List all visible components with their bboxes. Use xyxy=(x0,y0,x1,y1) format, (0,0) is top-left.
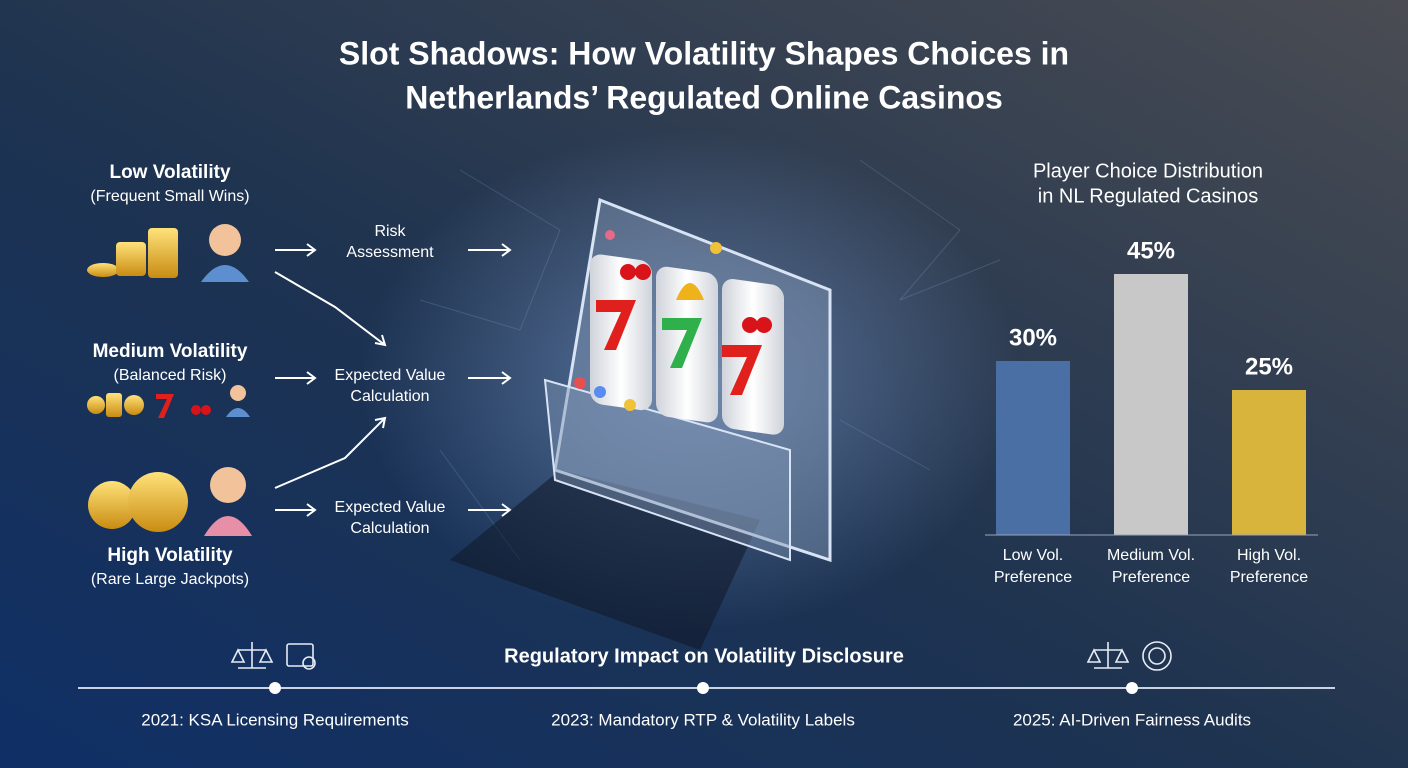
volatility-heading: High Volatility xyxy=(107,545,233,566)
regulation-icons xyxy=(230,641,1172,671)
timeline-event: 2025: AI-Driven Fairness Audits xyxy=(1013,710,1251,729)
volatility-subtitle: (Balanced Risk) xyxy=(114,367,227,384)
x-tick-label: High Vol. Preference xyxy=(1230,547,1308,586)
flow-label: Calculation xyxy=(350,388,429,405)
bar-value-label: 45% xyxy=(1127,237,1175,264)
bar-value-label: 25% xyxy=(1245,353,1293,380)
network-lines xyxy=(419,159,1001,561)
flow-label: Risk xyxy=(374,223,406,240)
bar-value-label: 30% xyxy=(1009,324,1057,351)
x-tick-label: Medium Vol. Preference xyxy=(1107,547,1195,586)
bar xyxy=(1232,390,1306,535)
medium-icons xyxy=(87,385,250,418)
flow-label: Assessment xyxy=(346,244,434,261)
chart-title: Player Choice Distribution xyxy=(1033,160,1263,182)
flow-label: Calculation xyxy=(350,520,429,537)
timeline-dot xyxy=(1126,682,1138,694)
bar xyxy=(996,361,1070,535)
volatility-heading: Low Volatility xyxy=(109,162,230,183)
bar xyxy=(1114,274,1188,535)
volatility-heading: Medium Volatility xyxy=(93,341,248,362)
coin-stack-icon xyxy=(87,228,178,278)
page-title: Slot Shadows: How Volatility Shapes Choi… xyxy=(339,35,1069,71)
page-title: Netherlands’ Regulated Online Casinos xyxy=(405,79,1002,115)
slot-machine xyxy=(450,197,832,650)
flow-arrows xyxy=(274,243,512,517)
chart-title: in NL Regulated Casinos xyxy=(1038,185,1259,207)
high-icons xyxy=(88,467,252,536)
flow-label: Expected Value xyxy=(335,367,446,384)
timeline-dot xyxy=(269,682,281,694)
timeline-heading: Regulatory Impact on Volatility Disclosu… xyxy=(504,645,904,667)
volatility-subtitle: (Frequent Small Wins) xyxy=(90,188,249,205)
timeline-dot xyxy=(697,682,709,694)
volatility-subtitle: (Rare Large Jackpots) xyxy=(91,571,249,588)
flow-label: Expected Value xyxy=(335,499,446,516)
timeline-event: 2021: KSA Licensing Requirements xyxy=(141,710,408,729)
timeline-event: 2023: Mandatory RTP & Volatility Labels xyxy=(551,710,855,729)
person-icon xyxy=(201,224,249,282)
x-tick-label: Low Vol. Preference xyxy=(994,547,1072,586)
